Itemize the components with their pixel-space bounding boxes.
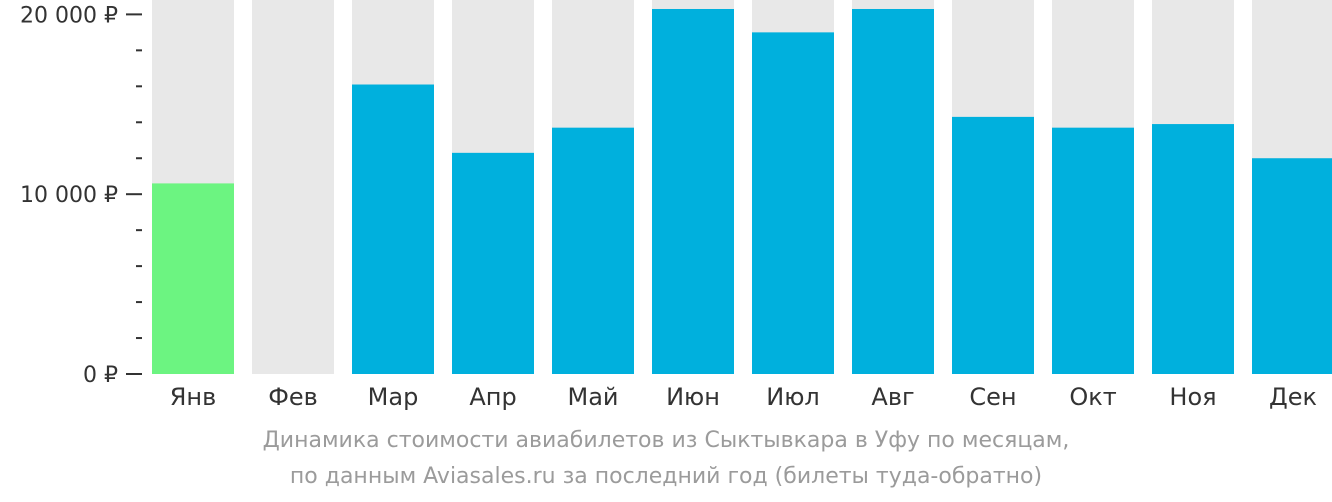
bar-10: [1052, 127, 1134, 375]
chart-caption-line-2: по данным Aviasales.ru за последний год …: [289, 464, 1043, 489]
x-tick-label-7: Июл: [766, 383, 820, 411]
x-tick-label-8: Авг: [871, 383, 914, 411]
bar-3: [352, 84, 434, 374]
x-tick-label-10: Окт: [1069, 383, 1116, 411]
bar-6: [652, 8, 734, 374]
bar-7: [752, 32, 834, 374]
x-tick-label-5: Май: [567, 383, 618, 411]
x-tick-label-11: Ноя: [1169, 383, 1216, 411]
bar-5: [552, 127, 634, 375]
bar-1: [152, 183, 234, 374]
bar-background-2: [252, 0, 334, 374]
bar-8: [852, 8, 934, 374]
y-tick-label-1: 0 ₽: [83, 363, 118, 388]
bar-9: [952, 116, 1034, 374]
x-tick-label-2: Фев: [268, 383, 318, 411]
x-tick-label-4: Апр: [469, 383, 516, 411]
x-tick-label-9: Сен: [969, 383, 1016, 411]
bar-12: [1252, 158, 1332, 374]
price-chart: Янв Фев Мар Апр Май Июн Июл Авг Сен Окт Ноя Дек 0 ₽ 1…: [20, 0, 1332, 411]
x-tick-label-6: Июн: [666, 383, 720, 411]
bar-4: [452, 152, 534, 374]
x-tick-label-1: Янв: [170, 383, 217, 411]
y-tick-label-2: 10 000 ₽: [20, 183, 118, 208]
chart-caption-line-1: Динамика стоимости авиабилетов из Сыктыв…: [262, 428, 1070, 453]
x-tick-label-3: Мар: [368, 383, 419, 411]
y-tick-label-3: 20 000 ₽: [20, 3, 118, 28]
x-tick-label-12: Дек: [1269, 383, 1317, 411]
bar-11: [1152, 124, 1234, 374]
